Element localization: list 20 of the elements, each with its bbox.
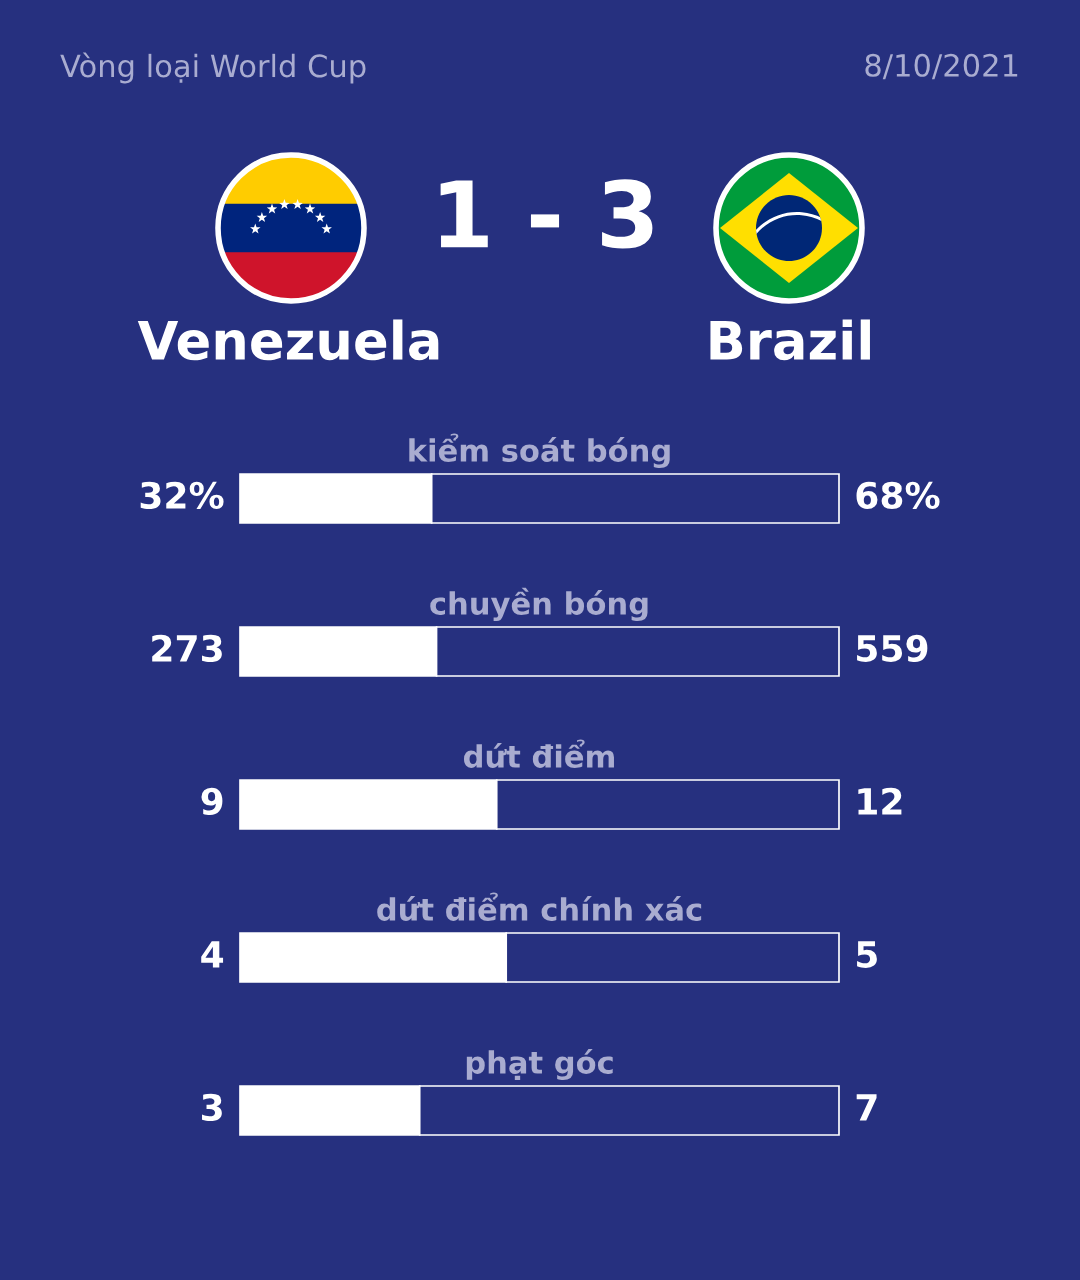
chart-title: dứt điểm chính xác <box>377 892 702 921</box>
data-label: 273 <box>152 634 222 662</box>
data-label: 559 <box>857 634 928 662</box>
data-label: 32% <box>140 481 224 509</box>
data-label: 12 <box>858 787 902 815</box>
chart-title: kiểm soát bóng <box>409 433 670 469</box>
chart-title: phạt góc <box>466 1049 613 1081</box>
text: Vòng loại World Cup <box>60 52 366 84</box>
text: 8/10/2021 <box>865 53 1018 80</box>
chart-title: chuyền bóng <box>430 587 648 622</box>
data-label: 9 <box>201 787 223 815</box>
data-label: 3 <box>202 1093 222 1121</box>
data-label: 5 <box>857 941 877 968</box>
text: Brazil <box>710 319 870 361</box>
data-label: 68% <box>856 481 940 509</box>
data-label: 7 <box>856 1094 877 1121</box>
text: 1 - 3 <box>440 179 653 249</box>
text: Venezuela <box>137 319 439 361</box>
chart-title: dứt điểm <box>463 739 614 768</box>
data-label: 4 <box>201 941 224 968</box>
